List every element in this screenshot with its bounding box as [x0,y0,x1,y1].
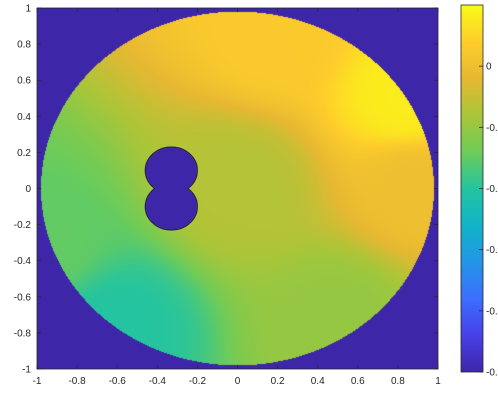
x-tick-label: 0.2 [271,376,285,387]
colorbar-tick-label: -0.4 [486,306,498,317]
x-tick-label: 0.6 [351,376,365,387]
y-tick-label: 1 [25,4,31,15]
colorbar-tick-label: -0.1 [486,123,498,134]
x-tick-label: -0.6 [109,376,127,387]
x-tick-label: 0.8 [391,376,405,387]
x-tick-label: -1 [33,376,42,387]
x-tick-label: -0.2 [189,376,207,387]
x-tick-label: -0.4 [149,376,167,387]
heatmap-field [37,8,438,369]
y-tick-label: 0.2 [17,148,31,159]
x-tick-label: -0.8 [68,376,86,387]
y-tick-label: -0.6 [14,292,32,303]
colorbar-tick-label: -0.2 [486,184,498,195]
hole-outline [144,146,198,231]
y-tick-label: -1 [22,365,31,376]
y-axis: -1 -0.8 -0.6 -0.4 -0.2 0 0.2 0.4 0.6 0.8 1 [14,4,438,376]
y-tick-label: -0.8 [14,328,32,339]
x-tick-label: 0 [235,376,241,387]
x-tick-label: 0.4 [311,376,325,387]
x-axis: -1 -0.8 -0.6 -0.4 -0.2 0 0.2 0.4 0.6 0.8 1 [33,8,441,387]
colorbar-tick-label: -0.3 [486,245,498,256]
y-tick-label: 0.8 [17,40,31,51]
y-tick-label: 0.4 [17,112,31,123]
y-tick-label: 0.6 [17,76,31,87]
colorbar-axis: 0 -0.1 -0.2 -0.3 -0.4 -0.5 [479,62,498,379]
y-tick-label: -0.2 [14,220,32,231]
y-tick-label: 0 [25,184,31,195]
y-tick-label: -0.4 [14,256,32,267]
colorbar-tick-label: 0 [486,62,492,73]
colorbar-tick-label: -0.5 [486,368,498,379]
x-tick-label: 1 [435,376,441,387]
